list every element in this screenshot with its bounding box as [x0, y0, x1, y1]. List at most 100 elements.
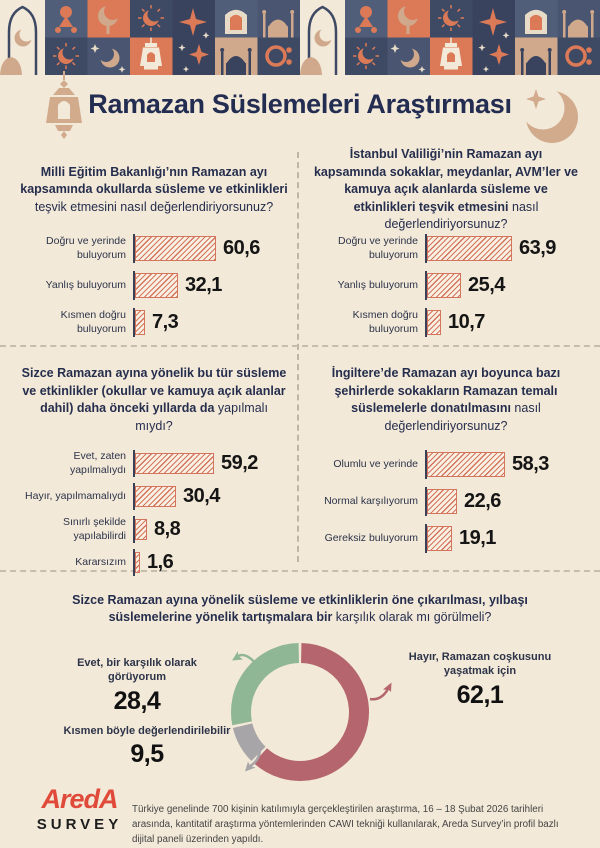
question-bold: Milli Eğitim Bakanlığı’nın Ramazan ayı k…	[20, 164, 288, 197]
bar-track: 19,1	[425, 524, 580, 553]
bar-value: 22,6	[464, 490, 501, 512]
bar-value: 63,9	[519, 237, 556, 259]
bar-row: Gereksiz buluyorum 19,1	[312, 524, 580, 553]
bar-track: 25,4	[425, 271, 580, 300]
page-title: Ramazan Süslemeleri Araştırması	[88, 89, 512, 119]
bar-value: 10,7	[448, 311, 485, 333]
bar-row: Yanlış buluyorum 25,4	[312, 271, 580, 300]
callout-label: Hayır, Ramazan coşkusunu yaşatmak için	[408, 651, 552, 678]
bar-track: 1,6	[133, 549, 288, 576]
bar-value: 25,4	[468, 274, 505, 296]
bar-track: 10,7	[425, 308, 580, 337]
question-text: İstanbul Valiliği’nin Ramazan ayı kapsam…	[312, 147, 580, 231]
bar-category-label: Olumlu ve yerinde	[333, 457, 418, 470]
bar	[427, 526, 452, 551]
logo-subtitle: SURVEY	[36, 816, 123, 833]
question-text: İngiltere’de Ramazan ayı boyunca bazı şe…	[312, 354, 580, 446]
lantern-icon	[46, 71, 82, 139]
bar-chart-meb: Doğru ve yerinde buluyorum 60,6 Yanlış bul…	[20, 234, 288, 337]
question-bold: Sizce Ramazan ayına yönelik süsleme ve e…	[72, 592, 528, 625]
callout-value: 28,4	[113, 686, 161, 715]
bar-category-label: Yanlış buluyorum	[337, 278, 418, 291]
bar-row: Doğru ve yerinde buluyorum 63,9	[312, 234, 580, 263]
chart-section-istanbul: İstanbul Valiliği’nin Ramazan ayı kapsam…	[312, 147, 580, 345]
bar-track: 60,6	[133, 234, 288, 263]
callout-label: Evet, bir karşılık olarak görüyorum	[77, 657, 197, 684]
bar-category-label: Doğru ve yerinde buluyorum	[338, 235, 418, 261]
bar-value: 1,6	[147, 551, 174, 573]
bar	[135, 552, 140, 573]
horizontal-dashed-divider-2	[0, 570, 600, 572]
bar-track: 59,2	[133, 450, 288, 477]
title-row: Ramazan Süslemeleri Araştırması	[0, 71, 600, 147]
bar-row: Kısmen doğru buluyorum 7,3	[20, 308, 288, 337]
callout-label: Kısmen böyle değerlendirilebilir	[63, 725, 231, 737]
chart-section-previous-years: Sizce Ramazan ayına yönelik bu tür süsle…	[20, 354, 288, 582]
bar-row: Evet, zaten yapılmalıydı 59,2	[20, 450, 288, 477]
bar-value: 60,6	[223, 237, 260, 259]
question-rest: karşılık olarak mı görülmeli?	[332, 610, 492, 624]
bar	[427, 236, 512, 261]
bar	[427, 452, 505, 477]
bar	[427, 273, 461, 298]
bar	[135, 486, 176, 507]
bar-value: 7,3	[152, 311, 179, 333]
question-rest: teşvik etmesini nasıl değerlendiriyorsun…	[34, 199, 274, 214]
bar	[135, 273, 178, 298]
question-rest: yapılmalı mıydı?	[135, 401, 268, 433]
donut-callout-no: Hayır, Ramazan coşkusunu yaşatmak için 6…	[384, 650, 576, 710]
areda-survey-logo: AredA SURVEY	[32, 786, 127, 834]
bar-track: 22,6	[425, 487, 580, 516]
bar	[135, 236, 216, 261]
bar-value: 58,3	[512, 453, 549, 475]
bar-category-label: Yanlış buluyorum	[45, 278, 126, 291]
bar-row: Yanlış buluyorum 32,1	[20, 271, 288, 300]
question-text: Milli Eğitim Bakanlığı’nın Ramazan ayı k…	[20, 150, 288, 230]
bar-value: 19,1	[459, 527, 496, 549]
question-bold: İngiltere’de Ramazan ayı boyunca bazı şe…	[331, 366, 561, 415]
horizontal-dashed-divider-1	[0, 345, 600, 347]
bar-category-label: Doğru ve yerinde buluyorum	[46, 235, 126, 261]
bar-category-label: Kısmen doğru buluyorum	[352, 309, 418, 335]
bar-track: 63,9	[425, 234, 580, 263]
bar	[135, 519, 147, 540]
donut-callout-partly: Kısmen böyle değerlendirilebilir 9,5	[58, 724, 236, 769]
crescent-star-icon	[521, 87, 578, 143]
bar-value: 30,4	[183, 485, 220, 507]
methodology-note: Türkiye genelinde 700 kişinin katılımıyl…	[132, 803, 559, 846]
callout-arrow-green	[232, 651, 257, 665]
bar-track: 7,3	[133, 308, 288, 337]
bar-row: Sınırlı şekilde yapılabilirdi 8,8	[20, 516, 288, 543]
question-bold: Sizce Ramazan ayına yönelik bu tür süsle…	[21, 366, 287, 415]
donut-question-text: Sizce Ramazan ayına yönelik süsleme ve e…	[70, 578, 530, 640]
bar-value: 59,2	[221, 452, 258, 474]
bar-category-label: Gereksiz buluyorum	[324, 531, 418, 544]
bar-category-label: Hayır, yapılmamalıydı	[25, 489, 126, 502]
question-bold: İstanbul Valiliği’nin Ramazan ayı kapsam…	[313, 147, 579, 214]
bar-track: 30,4	[133, 483, 288, 510]
bar-row: Hayır, yapılmamalıydı 30,4	[20, 483, 288, 510]
callout-value: 62,1	[456, 680, 504, 709]
bar-category-label: Kararsızım	[75, 555, 126, 568]
bar-row: Olumlu ve yerinde 58,3	[312, 450, 580, 479]
bar	[135, 310, 145, 335]
bar-category-label: Normal karşılıyorum	[324, 494, 418, 507]
bar	[135, 453, 214, 474]
bar-row: Doğru ve yerinde buluyorum 60,6	[20, 234, 288, 263]
bar-chart-istanbul: Doğru ve yerinde buluyorum 63,9 Yanlış bul…	[312, 234, 580, 337]
bar-chart-previous-years: Evet, zaten yapılmalıydı 59,2 Hayır, yapıl…	[20, 450, 288, 576]
bar-track: 32,1	[133, 271, 288, 300]
donut-chart	[231, 643, 369, 781]
bar-track: 58,3	[425, 450, 580, 479]
bar	[427, 489, 457, 514]
bar-track: 8,8	[133, 516, 288, 543]
bar-category-label: Evet, zaten yapılmalıydı	[69, 450, 126, 476]
question-text: Sizce Ramazan ayına yönelik bu tür süsle…	[20, 354, 288, 446]
bar-category-label: Kısmen doğru buluyorum	[60, 309, 126, 335]
vertical-dashed-divider	[297, 152, 299, 562]
callout-arrow-gray	[245, 749, 262, 772]
bar-value: 8,8	[154, 518, 181, 540]
callout-value: 9,5	[130, 740, 164, 769]
bar	[427, 310, 441, 335]
